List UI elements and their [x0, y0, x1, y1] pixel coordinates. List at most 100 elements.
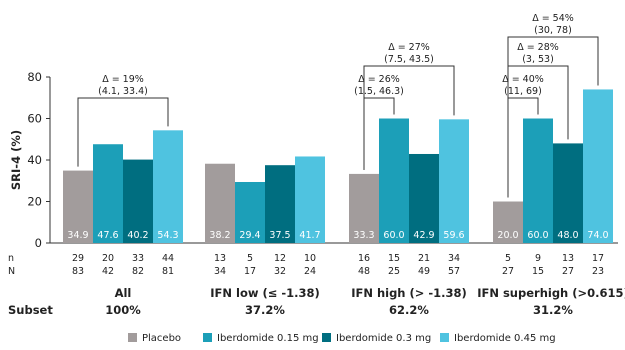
group-name: All — [115, 286, 132, 300]
group-name: IFN high (> -1.38) — [351, 286, 467, 300]
bar-value-label: 33.3 — [353, 230, 374, 241]
bar-value-label: 74.0 — [587, 230, 608, 241]
legend-label: Iberdomide 0.15 mg — [217, 333, 319, 344]
group-percent: 31.2% — [533, 303, 573, 317]
N-value: 83 — [72, 266, 84, 277]
delta-label: Δ = 26% — [358, 74, 400, 85]
bar — [93, 144, 123, 243]
y-tick-label: 20 — [27, 195, 42, 209]
bar — [265, 165, 295, 243]
bar-value-label: 54.3 — [157, 230, 178, 241]
delta-label: Δ = 19% — [102, 74, 144, 85]
N-value: 49 — [418, 266, 430, 277]
N-row-label: N — [8, 266, 15, 277]
N-value: 27 — [562, 266, 574, 277]
bar-value-label: 38.2 — [209, 230, 230, 241]
delta-ci-label: (1.5, 46.3) — [354, 86, 404, 97]
n-value: 20 — [102, 253, 114, 264]
n-value: 33 — [132, 253, 144, 264]
group-percent: 100% — [105, 303, 141, 317]
y-tick-label: 80 — [27, 70, 42, 84]
bar — [583, 89, 613, 243]
delta-label: Δ = 28% — [517, 42, 559, 53]
delta-label: Δ = 40% — [502, 74, 544, 85]
n-value: 29 — [72, 253, 84, 264]
delta-ci-label: (3, 53) — [522, 54, 554, 65]
significance-bracket — [363, 65, 455, 170]
N-value: 27 — [502, 266, 514, 277]
n-value: 21 — [418, 253, 430, 264]
delta-ci-label: (7.5, 43.5) — [384, 54, 434, 65]
bar-value-label: 47.6 — [97, 230, 118, 241]
bar-value-label: 48.0 — [557, 230, 578, 241]
significance-bracket — [507, 36, 599, 198]
bar — [123, 159, 153, 243]
delta-label: Δ = 54% — [532, 13, 574, 24]
n-value: 34 — [448, 253, 460, 264]
N-value: 82 — [132, 266, 144, 277]
delta-ci-label: (30, 78) — [534, 25, 572, 36]
bar — [553, 143, 583, 243]
bar — [63, 170, 93, 243]
N-value: 25 — [388, 266, 400, 277]
N-value: 32 — [274, 266, 286, 277]
bar-value-label: 34.9 — [67, 230, 88, 241]
legend-swatch — [322, 333, 331, 342]
N-value: 48 — [358, 266, 370, 277]
N-value: 23 — [592, 266, 604, 277]
legend-swatch — [440, 333, 449, 342]
subset-row-label: Subset — [8, 303, 53, 317]
bar-value-label: 42.9 — [413, 230, 434, 241]
delta-label: Δ = 27% — [388, 42, 430, 53]
N-value: 24 — [304, 266, 316, 277]
n-value: 13 — [562, 253, 574, 264]
delta-ci-label: (11, 69) — [504, 86, 542, 97]
bar-value-label: 20.0 — [497, 230, 518, 241]
N-value: 81 — [162, 266, 174, 277]
bar-value-label: 59.6 — [443, 230, 464, 241]
N-value: 42 — [102, 266, 114, 277]
bar-value-label: 41.7 — [299, 230, 320, 241]
significance-bracket — [77, 97, 169, 167]
bar-value-label: 29.4 — [239, 230, 260, 241]
y-tick-label: 60 — [27, 112, 42, 126]
bar-value-label: 40.2 — [127, 230, 148, 241]
n-value: 9 — [535, 253, 541, 264]
legend-swatch — [128, 333, 137, 342]
delta-ci-label: (4.1, 33.4) — [98, 86, 148, 97]
N-value: 15 — [532, 266, 544, 277]
bar — [153, 130, 183, 243]
group-percent: 62.2% — [389, 303, 429, 317]
bar — [379, 118, 409, 243]
N-value: 17 — [244, 266, 256, 277]
N-value: 34 — [214, 266, 226, 277]
n-value: 17 — [592, 253, 604, 264]
bar — [439, 119, 469, 243]
bar — [235, 181, 265, 243]
n-value: 5 — [505, 253, 511, 264]
legend-swatch — [203, 333, 212, 342]
group-name: IFN low (≤ -1.38) — [210, 286, 320, 300]
N-value: 57 — [448, 266, 460, 277]
bar — [493, 201, 523, 243]
bar-value-label: 60.0 — [383, 230, 404, 241]
n-value: 15 — [388, 253, 400, 264]
bar — [409, 153, 439, 243]
bar — [295, 156, 325, 243]
n-value: 16 — [358, 253, 370, 264]
y-tick-label: 0 — [35, 236, 42, 250]
n-value: 5 — [247, 253, 253, 264]
bar — [349, 173, 379, 243]
n-value: 13 — [214, 253, 226, 264]
n-value: 12 — [274, 253, 286, 264]
legend-label: Iberdomide 0.3 mg — [336, 333, 431, 344]
group-percent: 37.2% — [245, 303, 285, 317]
legend-label: Placebo — [142, 333, 181, 344]
bar — [205, 163, 235, 243]
legend-label: Iberdomide 0.45 mg — [454, 333, 556, 344]
bar — [523, 118, 553, 243]
group-name: IFN superhigh (>0.615) — [477, 286, 625, 300]
n-row-label: n — [8, 253, 14, 264]
n-value: 44 — [162, 253, 174, 264]
